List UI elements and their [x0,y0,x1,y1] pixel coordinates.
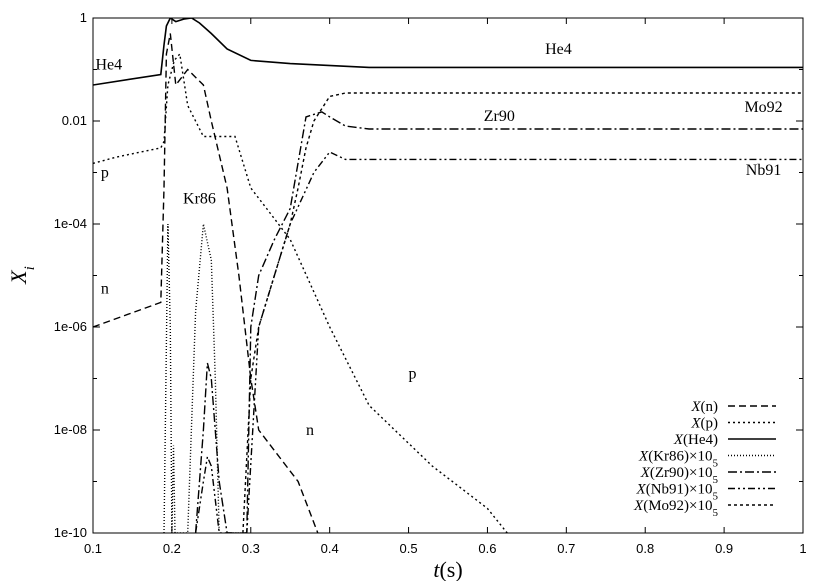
y-tick-label: 1e-06 [54,319,87,334]
x-tick-label: 0.2 [163,541,181,556]
annotation-label: n [306,422,314,439]
series-line-6 [242,92,803,533]
series-line-4 [194,111,803,533]
annotation-label: p [101,164,109,181]
x-tick-label: 1 [799,541,806,556]
annotation-label: He4 [95,57,122,74]
y-tick-label: 1e-08 [54,422,87,437]
y-tick-label: 0.01 [62,113,87,128]
y-tick-label: 1e-04 [54,216,87,231]
legend-label-5: X(Nb91)×105 [636,482,719,503]
y-tick-label: 1e-10 [54,525,87,540]
x-tick-label: 0.8 [636,541,654,556]
series-line-0 [93,33,319,533]
x-tick-label: 0.1 [84,541,102,556]
legend-label-0: X(n) [690,399,718,415]
legend-label-1: X(p) [690,416,718,432]
annotation-label: Mo92 [744,99,782,116]
series-line-2 [93,18,803,86]
x-tick-label: 0.7 [557,541,575,556]
series-line-1 [93,52,508,533]
legend-label-2: X(He4) [673,432,718,448]
legend-label-3: X(Kr86)×105 [638,449,718,470]
annotations-group: He4 He4 Mo92 Zr90 Nb91 p Kr86 n n p [95,41,782,439]
y-axis-title: Xi [6,266,38,285]
y-tick-label: 1 [80,10,87,25]
x-tick-label: 0.9 [715,541,733,556]
x-tick-label: 0.6 [478,541,496,556]
annotation-label: Kr86 [183,191,216,208]
axis-ticks: 0.1 0.2 0.3 0.4 0.5 0.6 0.7 0.8 0.9 1 1e-10 1e-08 1e… [54,10,807,556]
annotation-label: He4 [545,41,572,58]
annotation-label: Zr90 [484,108,515,125]
series-line-3 [163,223,220,533]
annotation-label: Nb91 [746,162,782,179]
x-tick-label: 0.3 [242,541,260,556]
legend-label-4: X(Zr90)×105 [640,465,719,486]
x-tick-label: 0.5 [400,541,418,556]
axis-titles: t(s) Xi [6,266,463,581]
x-axis-title: t(s) [433,557,462,581]
x-tick-label: 0.4 [321,541,339,556]
legend: X(n)X(p)X(He4)X(Kr86)×105X(Zr90)×105X(Nb… [633,399,776,519]
series-group [93,18,803,533]
legend-label-6: X(Mo92)×105 [633,498,718,519]
annotation-label: p [409,366,417,383]
series-line-5 [194,151,803,533]
annotation-label: n [101,280,109,297]
